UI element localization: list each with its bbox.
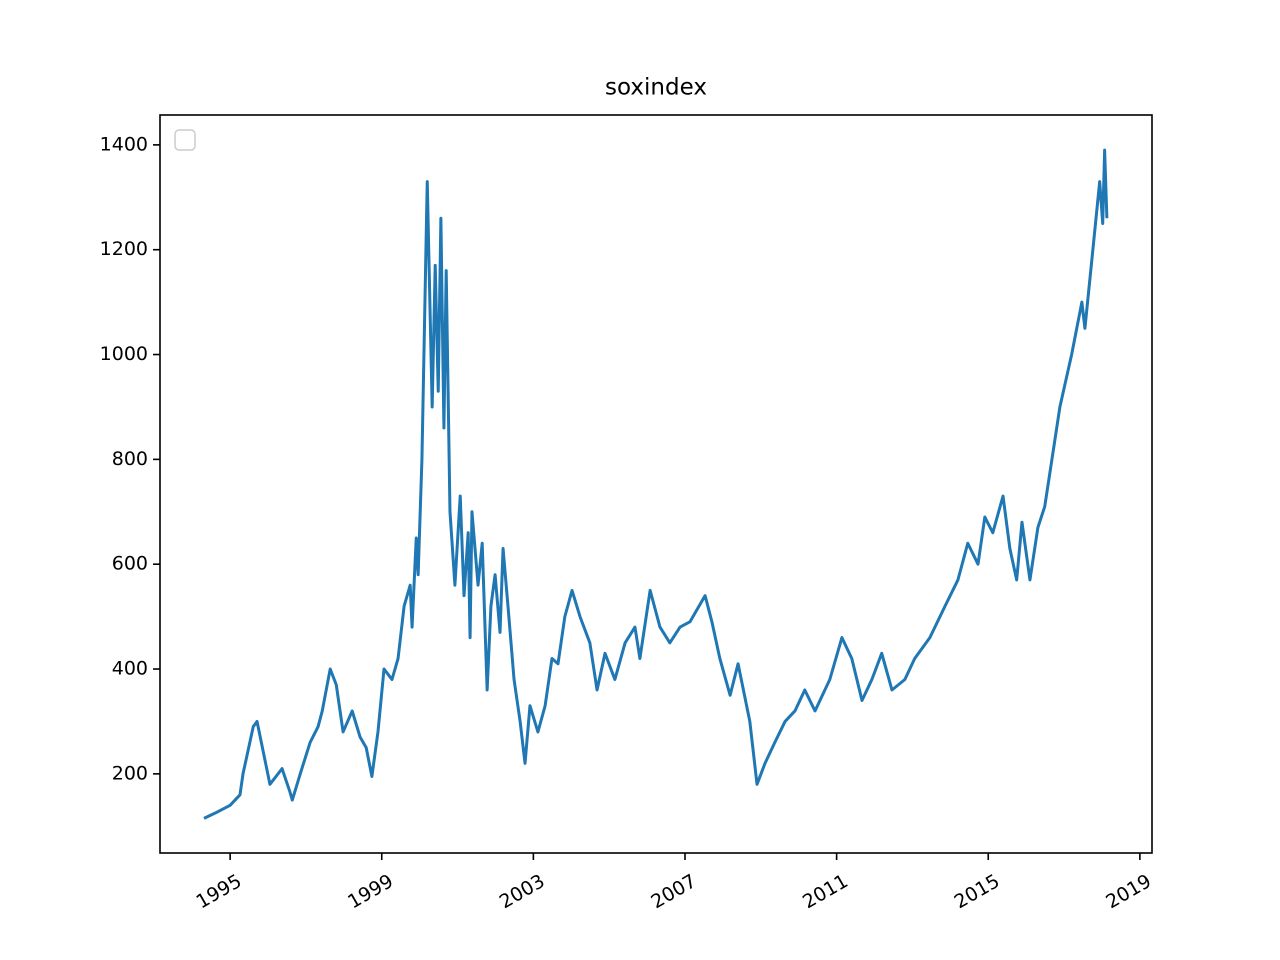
plot-frame <box>159 114 1153 854</box>
y-tick-label: 1200 <box>100 238 148 260</box>
y-tick-label: 600 <box>112 553 148 575</box>
legend <box>174 129 196 151</box>
y-tick-label: 1400 <box>100 133 148 155</box>
y-tick-label: 1000 <box>100 343 148 365</box>
y-tick-label: 800 <box>112 448 148 470</box>
line <box>203 148 1109 820</box>
y-tick-label: 200 <box>112 762 148 784</box>
y-tick-label: 400 <box>112 658 148 680</box>
chart-title: soxindex <box>605 75 707 101</box>
